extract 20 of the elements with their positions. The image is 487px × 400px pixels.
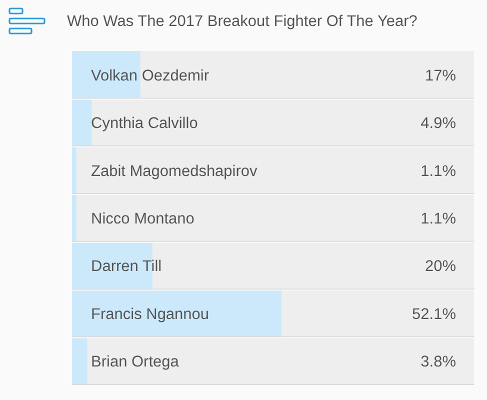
y-tick-label: Cynthia Calvillo bbox=[91, 115, 198, 132]
y-tick-label: Brian Ortega bbox=[91, 354, 180, 371]
data-label: 4.9% bbox=[420, 115, 456, 132]
bar bbox=[72, 337, 88, 385]
data-label: 1.1% bbox=[420, 210, 456, 228]
data-label: 1.1% bbox=[420, 162, 456, 180]
chart-title: Who Was The 2017 Breakout Fighter Of The Year? bbox=[67, 13, 418, 30]
data-label: 17% bbox=[424, 67, 456, 84]
y-tick-label: Darren Till bbox=[91, 258, 162, 276]
bar bbox=[72, 146, 76, 194]
y-tick-label: Nicco Montano bbox=[91, 210, 194, 228]
data-label: 3.8% bbox=[420, 354, 456, 371]
bar bbox=[72, 51, 140, 99]
y-tick-label: Zabit Magomedshapirov bbox=[91, 162, 258, 180]
data-label: 52.1% bbox=[412, 306, 456, 323]
y-tick-label: Francis Ngannou bbox=[91, 306, 210, 323]
bar bbox=[72, 194, 76, 242]
bar bbox=[72, 98, 92, 146]
data-label: 20% bbox=[424, 258, 456, 276]
y-tick-label: Volkan Oezdemir bbox=[91, 67, 210, 84]
